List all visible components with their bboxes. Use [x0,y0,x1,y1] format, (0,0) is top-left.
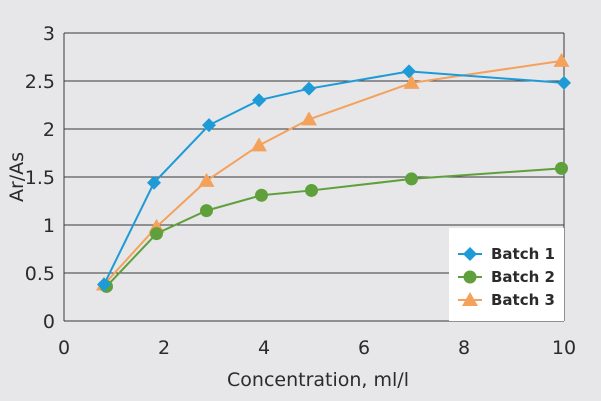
legend-label: Batch 3 [491,291,555,309]
x-tick-label: 0 [58,337,70,359]
data-point [302,81,316,96]
series-group [96,52,571,293]
data-point [200,204,213,218]
x-tick-label: 6 [358,337,370,359]
data-point [305,183,318,197]
x-tick-label: 10 [552,337,576,359]
legend-marker [462,292,478,306]
data-point [403,74,420,89]
y-tick-label: 0 [43,311,55,333]
legend-item: Batch 2 [458,268,555,286]
x-tick-label: 8 [458,337,470,359]
y-tick-label: 0.5 [25,263,55,285]
data-point [202,118,216,133]
legend-item: Batch 1 [458,245,555,263]
x-axis-title: Concentration, ml/l [227,369,409,391]
data-point [147,175,161,190]
legend-item: Batch 3 [458,291,555,309]
legend: Batch 1 Batch 2 Batch 3 [449,228,564,321]
data-point [150,227,163,241]
series-2 [100,161,568,293]
data-point [198,172,215,187]
y-tick-labels: 0 0.5 1 1.5 2 2.5 3 [25,23,55,333]
y-tick-label: 2 [43,119,55,141]
legend-marker [463,270,477,284]
x-tick-labels: 0 2 4 6 8 10 [58,337,576,359]
data-point [301,111,317,126]
data-point [251,137,267,152]
data-point [553,52,570,67]
data-point [252,93,266,108]
y-tick-label: 3 [43,23,55,45]
data-point [402,64,416,79]
x-tick-label: 4 [258,337,270,359]
legend-label: Batch 2 [491,268,555,286]
legend-label: Batch 1 [491,245,555,263]
data-point [555,161,568,175]
y-tick-label: 1.5 [25,167,55,189]
y-tick-label: 2.5 [25,71,55,93]
series-1 [97,64,571,292]
legend-marker [463,247,477,261]
y-tick-label: 1 [43,215,55,237]
x-tick-label: 2 [158,337,170,359]
y-axis-title: Ar/As [6,152,28,202]
data-point [405,172,418,186]
data-point [97,277,111,292]
data-point [255,188,268,202]
data-point [557,75,571,90]
